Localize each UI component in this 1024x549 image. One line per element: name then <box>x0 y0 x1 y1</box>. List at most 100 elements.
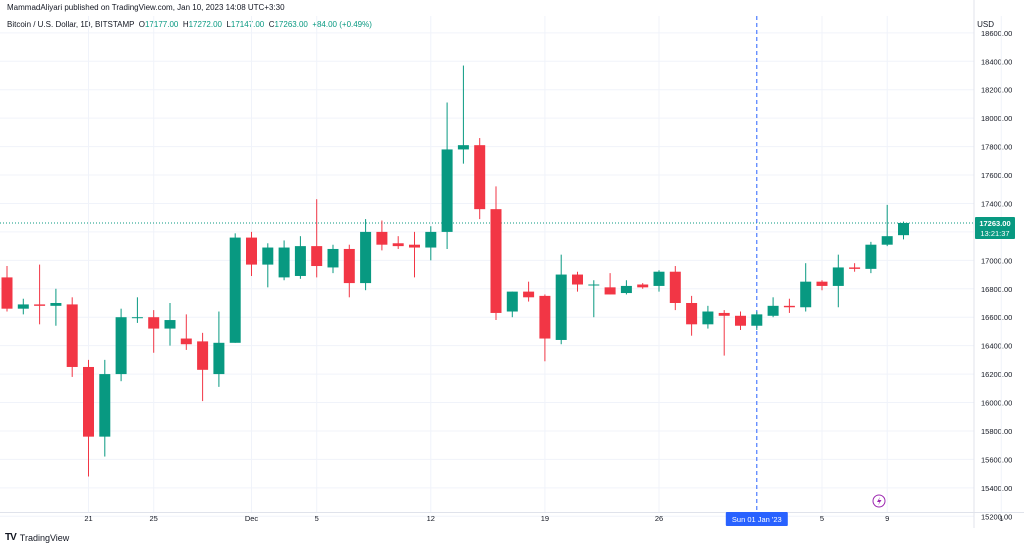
y-tick-label: 16800.00 <box>981 285 1012 294</box>
y-tick-label: 17000.00 <box>981 256 1012 265</box>
candle-body <box>490 209 502 313</box>
y-tick-label: 18600.00 <box>981 29 1012 38</box>
candle-body <box>360 231 372 284</box>
countdown-label: 13:21:37 <box>980 229 1009 238</box>
candle-body <box>343 248 355 284</box>
candle-body <box>686 302 698 325</box>
candle-body <box>474 145 486 210</box>
candle-body <box>506 291 518 312</box>
candle-body <box>865 244 877 269</box>
currency-label: USD <box>977 20 994 29</box>
x-tick-label: 12 <box>427 514 435 523</box>
x-tick-label: 26 <box>655 514 663 523</box>
candle-body <box>718 312 730 316</box>
open-label: O <box>138 20 145 29</box>
candle-body <box>653 271 665 286</box>
high-label: H <box>182 20 189 29</box>
y-tick-label: 17400.00 <box>981 199 1012 208</box>
candle-body <box>180 338 192 345</box>
candle-body <box>148 317 160 329</box>
candle-body <box>620 285 632 294</box>
crosshair-date-badge <box>725 512 788 526</box>
lightning-bolt-icon <box>877 497 882 506</box>
candle-body <box>832 267 844 286</box>
candle-body <box>669 271 681 303</box>
candle-body <box>278 247 290 278</box>
tradingview-footer[interactable]: TV TradingView <box>5 532 69 543</box>
candle-body <box>50 302 62 306</box>
x-tick-label: 5 <box>820 514 824 523</box>
candle-body <box>17 304 29 309</box>
candle-body <box>115 317 127 375</box>
candle-body <box>229 237 241 343</box>
low-value: 17147.00 <box>230 20 265 29</box>
x-tick-label: 5 <box>315 514 319 523</box>
candle-body <box>735 315 746 326</box>
close-value: 17263.00 <box>274 20 308 29</box>
x-tick-label: 21 <box>84 514 92 523</box>
candle-body <box>457 145 469 150</box>
candle-body <box>83 366 94 437</box>
candle-body <box>327 248 339 268</box>
candle-body <box>555 274 567 340</box>
candle-body <box>1 277 13 309</box>
y-tick-label: 16000.00 <box>981 399 1012 408</box>
y-tick-label: 17600.00 <box>981 171 1012 180</box>
tradingview-logo-icon: TV <box>5 532 17 543</box>
candle-body <box>881 236 893 245</box>
candle-body <box>425 231 437 248</box>
open-value: 17177.00 <box>144 20 179 29</box>
candle-body <box>572 274 583 285</box>
candle-body <box>392 243 404 247</box>
candle-body <box>213 342 225 375</box>
y-tick-label: 17800.00 <box>981 143 1012 152</box>
y-tick-label: 16200.00 <box>981 370 1012 379</box>
x-tick-label: 9 <box>885 514 889 523</box>
y-tick-label: 16600.00 <box>981 313 1012 322</box>
candle-body <box>66 304 78 367</box>
candle-body <box>409 244 420 248</box>
y-tick-label: 15400.00 <box>981 484 1012 493</box>
candle-body <box>99 374 111 437</box>
x-tick-label: Dec <box>245 514 259 523</box>
candle-body <box>588 284 600 286</box>
candle-body <box>800 281 812 308</box>
candle-body <box>376 231 388 245</box>
low-label: L <box>226 20 231 29</box>
y-tick-label: 18000.00 <box>981 114 1012 123</box>
candle-body <box>197 341 209 370</box>
last-price-badge <box>975 216 1015 239</box>
candle-body <box>702 311 714 325</box>
candle-body <box>767 305 779 316</box>
y-tick-label: 16400.00 <box>981 342 1012 351</box>
candle-body <box>34 304 46 306</box>
symbol-legend: Bitcoin / U.S. Dollar, 1D, BITSTAMP O171… <box>7 20 372 29</box>
publisher-line: MammadAliyari published on TradingView.c… <box>7 3 285 12</box>
candle-body <box>262 247 274 265</box>
tradingview-brand: TradingView <box>19 532 70 543</box>
close-label: C <box>268 20 275 29</box>
candle-body <box>311 246 323 267</box>
y-tick-label: 15600.00 <box>981 455 1012 464</box>
candle-body <box>751 314 763 326</box>
candle-body <box>294 246 306 276</box>
candle-body <box>441 149 453 232</box>
candle-body <box>849 267 861 269</box>
candle-body <box>898 222 909 236</box>
candle-body <box>539 295 551 339</box>
candle-body <box>131 317 143 319</box>
y-tick-label: 15200.00 <box>981 512 1012 521</box>
symbol-name: Bitcoin / U.S. Dollar, 1D, BITSTAMP <box>7 20 135 29</box>
candle-body <box>637 284 649 288</box>
candle-body <box>164 320 176 329</box>
x-tick-label: 19 <box>541 514 549 523</box>
candle-body <box>783 305 795 308</box>
x-tick-label: 25 <box>150 514 158 523</box>
y-tick-label: 18400.00 <box>981 57 1012 66</box>
candle-body <box>246 237 257 265</box>
y-tick-label: 18200.00 <box>981 86 1012 95</box>
y-tick-label: 15800.00 <box>981 427 1012 436</box>
x-tick-label: 1 <box>999 514 1003 523</box>
candle-body <box>523 291 535 298</box>
